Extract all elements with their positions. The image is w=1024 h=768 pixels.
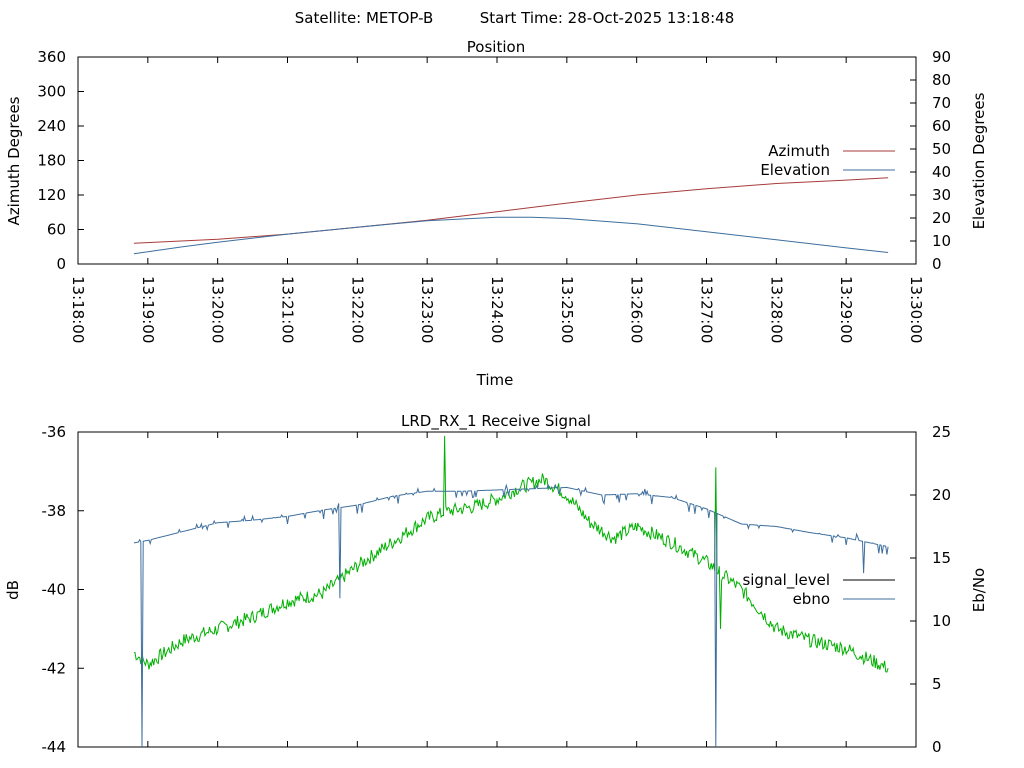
start-time-label: Start Time: 28-Oct-2025 13:18:48 — [480, 9, 735, 27]
time-tick-label: 13:25:00 — [558, 276, 576, 343]
legend-ebno-label: ebno — [793, 590, 830, 608]
position-chart-title: Position — [467, 38, 525, 56]
time-tick-label: 13:22:00 — [348, 276, 366, 343]
elevation-tick-label: 90 — [932, 48, 951, 66]
time-axis-label: Time — [476, 371, 514, 389]
elevation-tick-label: 80 — [932, 71, 951, 89]
azimuth-line — [133, 177, 889, 244]
elevation-tick-label: 10 — [932, 232, 951, 250]
ebno-tick-label: 10 — [932, 612, 951, 630]
ebno-axis-label: Eb/No — [970, 568, 988, 612]
time-tick-label: 13:27:00 — [698, 276, 716, 343]
elevation-line — [133, 216, 889, 255]
elevation-tick-label: 60 — [932, 117, 951, 135]
position-series — [133, 177, 889, 255]
signal-chart-title: LRD_RX_1 Receive Signal — [401, 412, 591, 431]
position-ticks: 0 60 120 180 240 300 360 0 10 20 30 40 50 60 70 80 90 13:… — [37, 48, 951, 343]
time-tick-label: 13:29:00 — [837, 276, 855, 343]
legend-elevation-label: Elevation — [760, 161, 830, 179]
time-tick-label: 13:30:00 — [907, 276, 925, 343]
ebno-tick-label: 25 — [932, 423, 951, 441]
ebno-tick-label: 0 — [932, 738, 942, 756]
signal-plot-frame — [77, 431, 917, 748]
time-tick-label: 13:21:00 — [279, 276, 297, 343]
db-tick-label: -44 — [42, 738, 67, 756]
elevation-tick-label: 0 — [932, 255, 942, 273]
db-tick-label: -36 — [42, 423, 67, 441]
signal-series — [133, 435, 889, 748]
elevation-tick-label: 20 — [932, 209, 951, 227]
time-tick-label: 13:26:00 — [628, 276, 646, 343]
position-legend: Azimuth Elevation — [760, 142, 895, 179]
time-tick-label: 13:24:00 — [488, 276, 506, 343]
time-tick-label: 13:18:00 — [69, 276, 87, 343]
elevation-tick-label: 40 — [932, 163, 951, 181]
legend-signal-level-label: signal_level — [742, 571, 830, 590]
time-tick-label: 13:28:00 — [767, 276, 785, 343]
signal-chart: LRD_RX_1 Receive Signal -44 -42 -40 -38 -36 0… — [4, 412, 988, 756]
azimuth-tick-label: 240 — [37, 117, 66, 135]
azimuth-tick-label: 300 — [37, 83, 66, 101]
time-tick-label: 13:23:00 — [418, 276, 436, 343]
ebno-line — [133, 483, 889, 748]
elevation-axis-label: Elevation Degrees — [970, 92, 988, 229]
signal-level-line — [133, 435, 889, 673]
ebno-tick-label: 15 — [932, 549, 951, 567]
azimuth-tick-label: 0 — [56, 255, 66, 273]
db-tick-label: -38 — [42, 502, 67, 520]
elevation-tick-label: 30 — [932, 186, 951, 204]
signal-legend: signal_level ebno — [742, 571, 895, 608]
azimuth-tick-label: 60 — [47, 221, 66, 239]
elevation-tick-label: 70 — [932, 94, 951, 112]
position-chart: Position 0 60 120 180 240 300 360 0 10 20 30 40 50 60… — [5, 38, 988, 389]
legend-azimuth-label: Azimuth — [768, 142, 830, 160]
time-tick-label: 13:19:00 — [139, 276, 157, 343]
elevation-tick-label: 50 — [932, 140, 951, 158]
signal-ticks: -44 -42 -40 -38 -36 0 5 10 15 20 25 — [42, 423, 952, 756]
db-tick-label: -40 — [42, 581, 67, 599]
db-tick-label: -42 — [42, 659, 67, 677]
db-axis-label: dB — [4, 580, 22, 600]
satellite-label: Satellite: METOP-B — [295, 9, 434, 27]
azimuth-axis-label: Azimuth Degrees — [5, 96, 23, 225]
azimuth-tick-label: 360 — [37, 48, 66, 66]
ebno-tick-label: 20 — [932, 486, 951, 504]
azimuth-tick-label: 180 — [37, 152, 66, 170]
azimuth-tick-label: 120 — [37, 186, 66, 204]
time-tick-label: 13:20:00 — [209, 276, 227, 343]
ebno-tick-label: 5 — [932, 675, 942, 693]
